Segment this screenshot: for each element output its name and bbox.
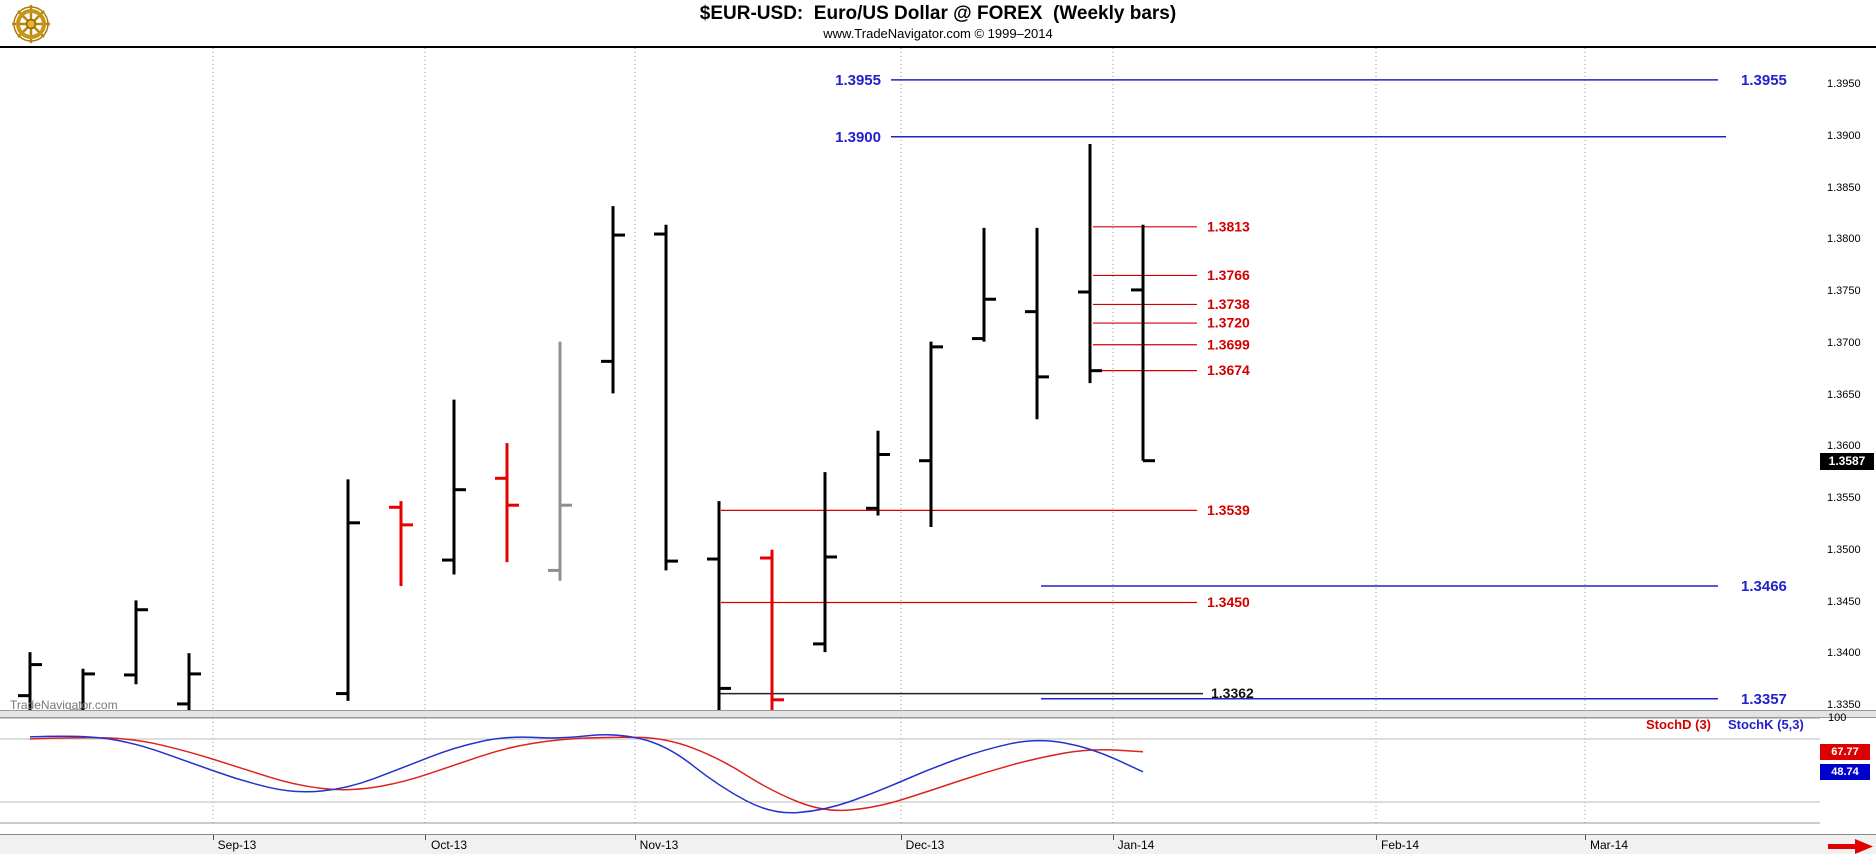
watermark: TradeNavigator.com (10, 698, 118, 712)
chart-header: $EUR-USD: Euro/US Dollar @ FOREX (Weekly… (0, 0, 1876, 48)
x-axis-label: Oct-13 (430, 838, 467, 852)
price-level-label: 1.3766 (1207, 267, 1250, 283)
time-axis-tick (635, 835, 636, 840)
price-axis-label: 1.3400 (1827, 647, 1861, 660)
price-axis-label: 1.3950 (1827, 78, 1861, 90)
price-level-label: 1.3900 (835, 129, 881, 146)
price-axis-label: 1.3900 (1827, 129, 1861, 142)
x-axis-label: Mar-14 (1589, 838, 1628, 852)
x-axis-label: Sep-13 (217, 838, 257, 852)
time-axis-tick (1585, 835, 1586, 840)
stochk-value-box: 48.74 (1820, 763, 1870, 780)
tradenavigator-logo (12, 5, 50, 43)
scroll-right-arrow[interactable] (1828, 839, 1874, 854)
price-axis-label: 1.3850 (1827, 181, 1861, 194)
x-axis-label: Feb-14 (1380, 838, 1420, 852)
price-level-label: 1.3466 (1741, 578, 1787, 595)
chart-subtitle: www.TradeNavigator.com © 1999–2014 (823, 26, 1053, 41)
price-axis-label: 1.3450 (1827, 595, 1861, 608)
price-axis-label: 1.3500 (1827, 543, 1861, 556)
stochk-legend-label[interactable]: StochK (5,3) (1728, 717, 1804, 732)
price-level-label: 1.3362 (1211, 685, 1254, 701)
time-axis-tick (1376, 835, 1377, 840)
price-level-label: 1.3699 (1207, 336, 1250, 352)
x-axis-label: Nov-13 (639, 838, 679, 852)
price-level-label: 1.3955 (1741, 72, 1787, 89)
time-axis-tick (213, 835, 214, 840)
price-axis-label: 1.3600 (1827, 440, 1861, 453)
price-level-label: 1.3720 (1207, 315, 1250, 331)
scroll-right-arrow-shape (1828, 839, 1873, 854)
last-price-box: 1.3587 (1820, 452, 1874, 470)
logo-wheel-rim (16, 9, 46, 39)
time-axis-tick (1113, 835, 1114, 840)
chart-title: $EUR-USD: Euro/US Dollar @ FOREX (Weekly… (699, 3, 1177, 24)
logo-hub (25, 18, 37, 30)
price-level-label: 1.3357 (1741, 691, 1787, 708)
x-axis-label: Jan-14 (1117, 838, 1155, 852)
price-axis-label: 1.3350 (1827, 699, 1861, 711)
x-axis-label: Dec-13 (905, 838, 945, 852)
price-level-label: 1.3955 (835, 72, 881, 89)
time-axis-tick (901, 835, 902, 840)
price-level-label: 1.3813 (1207, 218, 1250, 234)
time-axis: Sep-13 Oct-13 Nov-13 Dec-13 Jan-14 Feb-14 Mar-… (0, 834, 1876, 854)
price-axis-label: 1.3700 (1827, 336, 1861, 349)
stochd-legend-label[interactable]: StochD (3) (1646, 717, 1711, 732)
stochd-value-box: 67.77 (1820, 743, 1870, 760)
price-level-label: 1.3674 (1207, 362, 1250, 378)
price-axis-label: 1.3750 (1827, 285, 1861, 297)
price-axis-label: 1.3650 (1827, 388, 1861, 401)
price-axis[interactable]: 1.3950 1.3900 1.3850 1.3800 1.3750 1.3700 1.36… (1820, 0, 1876, 854)
price-level-label: 1.3450 (1207, 594, 1250, 610)
price-level-label: 1.3539 (1207, 502, 1250, 518)
stochk-line (29, 734, 1144, 814)
stoch-scale-label: 100 (1828, 712, 1847, 724)
time-axis-tick (425, 835, 426, 840)
stochd-line (29, 736, 1144, 812)
price-axis-label: 1.3550 (1827, 492, 1861, 504)
panel-splitter[interactable] (0, 710, 1876, 718)
price-level-label: 1.3738 (1207, 296, 1250, 312)
price-axis-label: 1.3800 (1827, 233, 1861, 246)
